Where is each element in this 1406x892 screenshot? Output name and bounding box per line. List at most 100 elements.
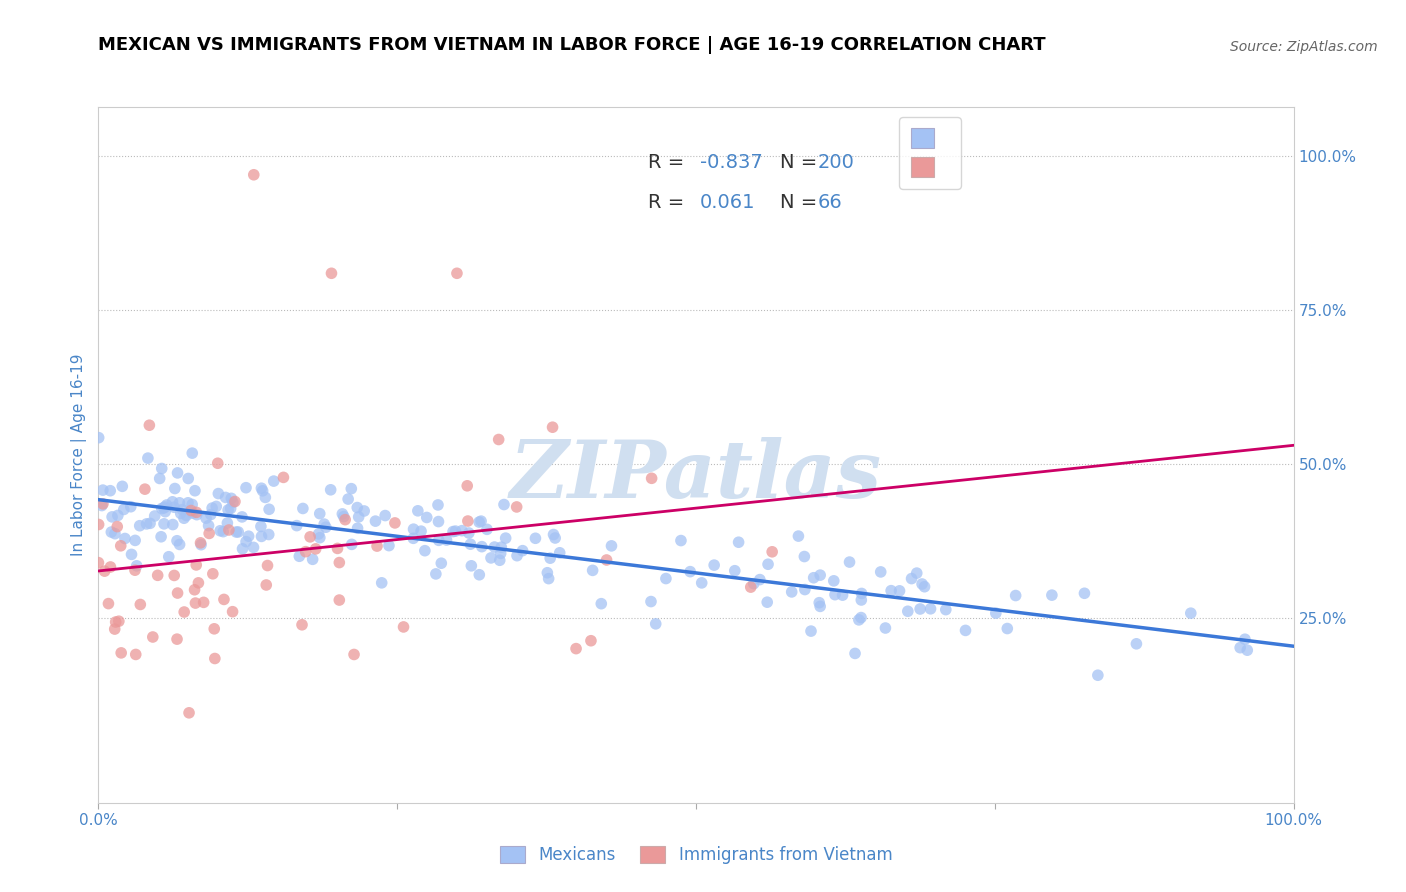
Point — [250, 519, 273, 533]
Point — [299, 530, 322, 544]
Point — [436, 533, 458, 547]
Point — [416, 510, 439, 524]
Point — [201, 501, 224, 516]
Point — [301, 552, 323, 566]
Point — [690, 575, 713, 590]
Point — [162, 495, 184, 509]
Point — [343, 648, 366, 662]
Point — [644, 616, 666, 631]
Point — [541, 420, 564, 434]
Point — [134, 482, 156, 496]
Point — [337, 491, 360, 506]
Point — [538, 551, 561, 566]
Point — [328, 556, 350, 570]
Point — [479, 550, 502, 565]
Point — [505, 500, 527, 514]
Point — [565, 641, 588, 656]
Point — [257, 502, 280, 516]
Point — [392, 620, 415, 634]
Point — [315, 520, 337, 534]
Point — [748, 573, 770, 587]
Point — [273, 470, 295, 484]
Text: 200: 200 — [818, 153, 855, 172]
Point — [905, 566, 928, 581]
Point — [219, 491, 242, 506]
Point — [849, 610, 872, 624]
Point — [413, 543, 436, 558]
Point — [129, 598, 152, 612]
Point — [291, 617, 314, 632]
Point — [897, 604, 920, 618]
Point — [346, 521, 368, 535]
Text: -0.837: -0.837 — [700, 153, 762, 172]
Point — [595, 553, 617, 567]
Point — [250, 481, 273, 495]
Point — [640, 471, 662, 485]
Point — [908, 602, 931, 616]
Point — [374, 508, 396, 523]
Point — [460, 558, 482, 573]
Point — [321, 266, 343, 280]
Point — [221, 605, 243, 619]
Point — [456, 479, 478, 493]
Text: R =: R = — [648, 153, 690, 172]
Point — [430, 556, 453, 570]
Point — [1233, 632, 1256, 647]
Point — [136, 451, 159, 466]
Point — [669, 533, 692, 548]
Point — [184, 483, 207, 498]
Point — [460, 537, 482, 551]
Point — [231, 541, 253, 556]
Point — [112, 502, 135, 516]
Point — [181, 506, 204, 520]
Point — [851, 586, 873, 600]
Point — [139, 516, 162, 531]
Point — [153, 516, 176, 531]
Point — [243, 168, 266, 182]
Point — [808, 596, 831, 610]
Point — [153, 500, 176, 515]
Point — [427, 515, 450, 529]
Point — [935, 602, 957, 616]
Point — [202, 622, 225, 636]
Point — [537, 572, 560, 586]
Point — [150, 530, 173, 544]
Point — [489, 546, 512, 560]
Point — [402, 531, 425, 545]
Point — [409, 524, 432, 538]
Point — [285, 518, 308, 533]
Point — [536, 566, 558, 580]
Point — [330, 507, 353, 521]
Point — [524, 531, 547, 545]
Point — [308, 507, 330, 521]
Point — [402, 522, 425, 536]
Point — [186, 558, 208, 572]
Point — [217, 516, 239, 530]
Point — [87, 431, 110, 445]
Point — [163, 568, 186, 582]
Point — [212, 592, 235, 607]
Point — [150, 461, 173, 475]
Point — [742, 576, 765, 591]
Point — [162, 517, 184, 532]
Point — [305, 541, 328, 556]
Point — [108, 614, 131, 628]
Point — [121, 548, 143, 562]
Point — [177, 496, 200, 510]
Point — [340, 482, 363, 496]
Text: N =: N = — [780, 153, 823, 172]
Point — [177, 706, 200, 720]
Point — [484, 540, 506, 554]
Point — [238, 529, 260, 543]
Point — [512, 543, 534, 558]
Point — [180, 503, 202, 517]
Point — [173, 605, 195, 619]
Text: 66: 66 — [818, 193, 842, 212]
Point — [1040, 588, 1063, 602]
Point — [222, 495, 245, 509]
Point — [364, 514, 387, 528]
Point — [346, 500, 368, 515]
Point — [235, 481, 257, 495]
Point — [831, 588, 853, 602]
Point — [111, 479, 134, 493]
